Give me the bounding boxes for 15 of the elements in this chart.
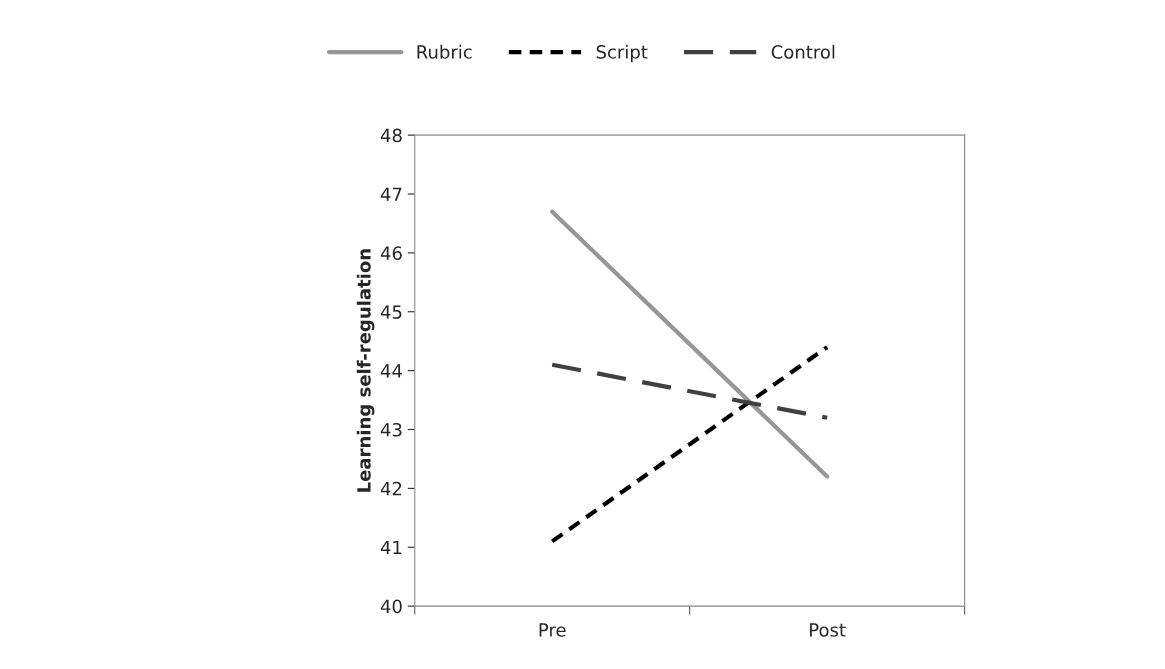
y-tick-label: 48 bbox=[380, 128, 402, 143]
legend-label: Rubric bbox=[417, 44, 472, 59]
legend-label: Control bbox=[771, 44, 835, 59]
x-tick-label: Post bbox=[810, 623, 846, 637]
y-tick-label: 46 bbox=[380, 246, 402, 260]
y-tick-label: 45 bbox=[380, 305, 402, 319]
legend-label: Script bbox=[596, 44, 648, 63]
y-tick-label: 40 bbox=[380, 599, 402, 614]
y-tick-label: 42 bbox=[380, 481, 402, 496]
x-tick-label: Pre bbox=[539, 623, 566, 637]
y-tick-label: 47 bbox=[380, 187, 402, 201]
y-tick-label: 44 bbox=[380, 364, 402, 378]
y-tick-label: 43 bbox=[380, 422, 402, 437]
y-tick-label: 41 bbox=[380, 540, 402, 555]
y-axis-title: Learning self-regulation bbox=[356, 249, 375, 492]
